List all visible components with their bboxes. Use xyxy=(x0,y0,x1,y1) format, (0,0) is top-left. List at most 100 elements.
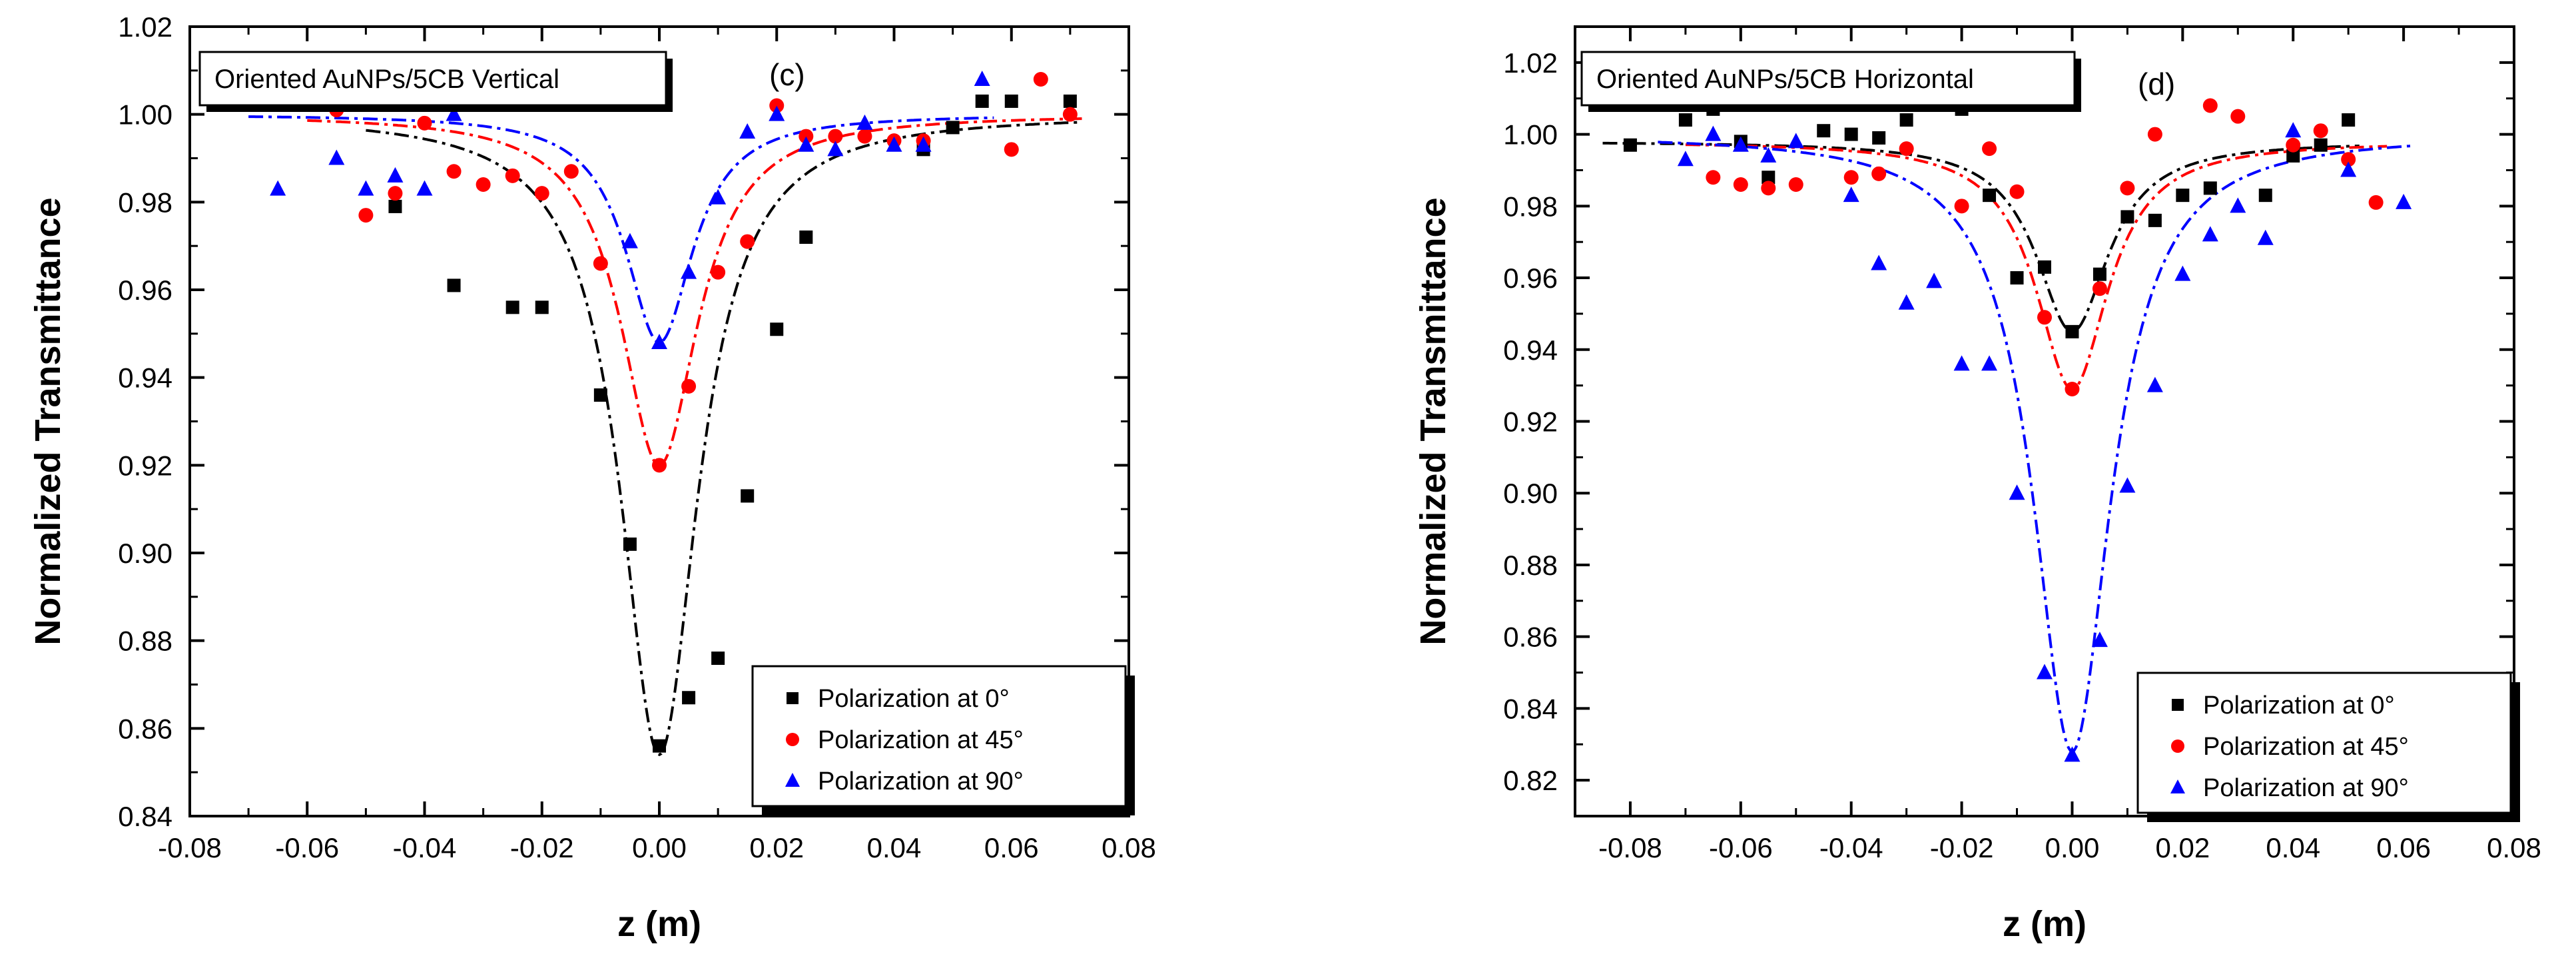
data-point-circle xyxy=(2147,127,2162,142)
data-point-square xyxy=(593,388,607,402)
y-tick-label: 0.86 xyxy=(118,713,172,744)
data-point-triangle xyxy=(2340,161,2357,177)
data-point-circle xyxy=(652,458,667,473)
chart-title: Oriented AuNPs/5CB Vertical xyxy=(214,65,559,94)
y-tick-label: 0.88 xyxy=(1503,550,1558,581)
chart-panel-d: -0.08 -0.06 -0.04 -0.02 0.00 0.02 0.04 0.06 0.08… xyxy=(1413,25,2541,944)
x-axis-label: z (m) xyxy=(617,904,701,944)
data-point-triangle xyxy=(1787,133,1804,149)
data-point-circle xyxy=(2120,181,2135,196)
data-point-circle xyxy=(2341,152,2356,167)
data-point-square xyxy=(1762,171,1775,185)
x-tick-label: 0.06 xyxy=(984,832,1039,863)
data-point-square xyxy=(1983,189,1997,203)
data-point-triangle xyxy=(974,71,990,86)
data-point-triangle xyxy=(827,141,844,157)
data-point-square xyxy=(770,322,784,336)
data-point-square xyxy=(2148,213,2162,227)
y-tick-label: 0.92 xyxy=(118,450,172,481)
x-tick-label: -0.04 xyxy=(1819,832,1883,863)
data-point-circle xyxy=(2009,184,2025,199)
data-point-square xyxy=(2258,189,2272,203)
data-point-triangle xyxy=(2396,193,2412,209)
data-point-square xyxy=(946,121,960,135)
data-point-triangle xyxy=(2202,226,2218,242)
data-point-circle xyxy=(358,208,374,223)
legend-label: Polarization at 45° xyxy=(2203,733,2409,761)
data-point-triangle xyxy=(328,149,345,165)
y-tick-label: 0.90 xyxy=(1503,478,1558,509)
panel-label: (c) xyxy=(769,57,805,92)
data-point-circle xyxy=(799,129,814,144)
x-tick-label: -0.04 xyxy=(393,832,457,863)
data-point-circle xyxy=(388,186,403,201)
data-point-circle xyxy=(563,164,579,179)
fit-curve-series-0 xyxy=(366,121,1082,757)
data-point-triangle xyxy=(1732,136,1749,152)
x-tick-label: 0.02 xyxy=(2155,832,2210,863)
data-point-circle xyxy=(828,129,843,144)
legend-marker-square xyxy=(2172,699,2184,711)
data-point-triangle xyxy=(2037,664,2053,680)
y-tick-label: 0.98 xyxy=(118,187,172,218)
data-point-circle xyxy=(1033,72,1048,87)
x-tick-label: 0.02 xyxy=(749,832,804,863)
title-box xyxy=(198,51,667,107)
data-point-triangle xyxy=(1705,125,1722,141)
y-axis-label: Normalized Transmittance xyxy=(1413,197,1453,645)
legend-marker-triangle xyxy=(785,773,800,787)
data-point-square xyxy=(2120,210,2134,224)
data-point-circle xyxy=(1004,142,1019,157)
data-point-square xyxy=(1817,124,1831,138)
legend-marker-circle xyxy=(786,733,799,746)
data-point-square xyxy=(653,739,666,753)
y-tick-label: 0.84 xyxy=(1503,693,1558,724)
data-point-triangle xyxy=(681,263,697,279)
y-tick-label: 1.00 xyxy=(1503,119,1558,151)
data-point-circle xyxy=(1706,170,1721,185)
y-tick-label: 0.98 xyxy=(1503,191,1558,222)
y-tick-label: 0.94 xyxy=(1503,334,1558,366)
y-tick-label: 0.94 xyxy=(118,362,172,394)
data-point-circle xyxy=(2037,310,2052,325)
legend-label: Polarization at 0° xyxy=(2203,692,2395,720)
data-point-circle xyxy=(476,177,491,192)
data-point-circle xyxy=(417,115,432,131)
data-point-circle xyxy=(1982,141,1997,157)
y-tick-label: 0.82 xyxy=(1503,765,1558,796)
data-point-square xyxy=(623,537,637,551)
y-tick-label: 0.96 xyxy=(1503,262,1558,294)
x-tick-label: -0.02 xyxy=(510,832,574,863)
data-point-triangle xyxy=(2285,122,2302,138)
legend xyxy=(2136,672,2512,814)
data-point-square xyxy=(1063,94,1077,108)
data-point-triangle xyxy=(1981,355,1998,371)
data-point-square xyxy=(2065,324,2079,338)
data-point-circle xyxy=(1954,199,1969,214)
chart-panel-c: -0.08 -0.06 -0.04 -0.02 0.00 0.02 0.04 0.06 0.08… xyxy=(28,11,1156,944)
legend-label: Polarization at 90° xyxy=(818,767,1024,795)
data-point-square xyxy=(1899,113,1913,127)
data-point-square xyxy=(388,199,402,213)
fit-curve-series-2 xyxy=(1658,141,2415,753)
x-tick-label: 0.08 xyxy=(1102,832,1156,863)
data-point-square xyxy=(1678,113,1692,127)
data-point-circle xyxy=(505,168,520,183)
data-point-square xyxy=(2286,149,2300,163)
data-point-square xyxy=(2093,267,2106,281)
data-point-triangle xyxy=(2091,632,2108,648)
x-tick-label: -0.02 xyxy=(1930,832,1994,863)
data-point-square xyxy=(2314,138,2328,152)
data-point-square xyxy=(505,300,519,314)
data-point-triangle xyxy=(270,180,286,196)
y-tick-label: 0.84 xyxy=(118,801,172,832)
legend-marker-circle xyxy=(2171,739,2184,753)
data-point-square xyxy=(1623,138,1637,152)
data-point-triangle xyxy=(769,105,785,121)
data-point-square xyxy=(2010,271,2024,285)
x-tick-label: 0.04 xyxy=(867,832,922,863)
x-tick-label: 0.04 xyxy=(2266,832,2320,863)
data-point-triangle xyxy=(416,180,433,196)
data-point-square xyxy=(2038,260,2051,274)
